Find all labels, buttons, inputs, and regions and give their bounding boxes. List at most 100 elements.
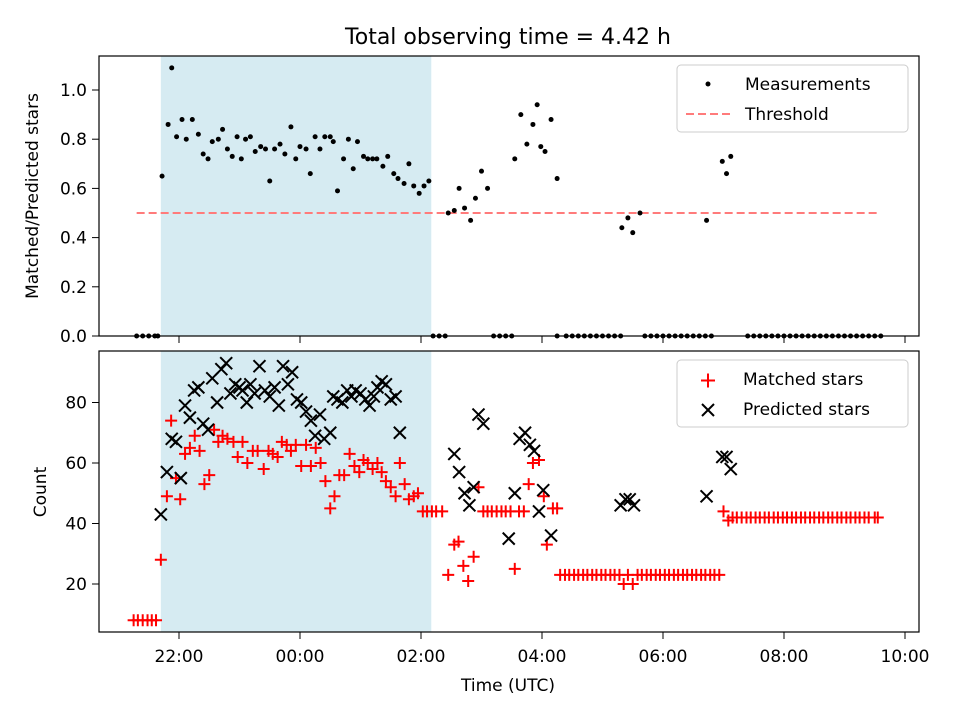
matched-star-point (398, 478, 411, 491)
measurement-point (391, 171, 397, 177)
predicted-star-point (527, 444, 541, 458)
measurement-point (724, 171, 730, 177)
measurement-point (524, 141, 530, 147)
measurement-point (335, 188, 341, 194)
measurement-point (728, 153, 734, 159)
matched-star-point (271, 450, 284, 463)
predicted-star-point (367, 389, 381, 404)
matched-star-point (442, 568, 455, 581)
predicted-star-point (724, 462, 738, 476)
measurement-point (625, 215, 631, 221)
matched-star-point (193, 444, 206, 457)
matched-star-point (188, 429, 201, 442)
predicted-star-point (344, 389, 359, 404)
predicted-star-point (362, 398, 377, 413)
measurement-point (472, 195, 478, 201)
measurement-point (159, 173, 165, 179)
measurement-point (385, 153, 391, 159)
ratio-y-axis-label: Matched/Predicted stars (23, 93, 43, 299)
matched-star-point (208, 423, 221, 436)
measurement-point (468, 217, 474, 223)
matched-stars-legend-marker (701, 373, 715, 388)
measurement-point (272, 146, 278, 152)
x-tick-label: 00:00 (276, 647, 325, 667)
count-y-tick-label: 80 (65, 394, 87, 414)
measurement-point (462, 205, 468, 211)
predicted-star-point (623, 492, 637, 507)
measurement-point (421, 183, 427, 189)
matched-star-point (203, 469, 216, 482)
measurement-point (229, 153, 235, 159)
matched-star-point (241, 457, 254, 469)
measurement-point (406, 161, 412, 167)
measurement-point (411, 183, 417, 189)
matched-star-point (457, 559, 470, 572)
matched-star-point (348, 460, 361, 473)
matched-star-point (508, 562, 521, 575)
matched-star-point (328, 490, 341, 503)
measurement-point (704, 217, 710, 223)
predicted-star-point (169, 435, 183, 449)
measurement-point (224, 146, 230, 152)
ratio-y-tick-label: 0.8 (60, 130, 87, 150)
matched-star-point (551, 502, 564, 515)
matched-star-point (517, 505, 530, 518)
matched-star-point (324, 502, 337, 515)
predicted-star-point (276, 359, 290, 373)
measurement-point (637, 210, 643, 216)
predicted-star-point (219, 356, 233, 370)
measurement-point (322, 134, 328, 140)
ratio-marks (134, 65, 884, 339)
predicted-star-point (294, 395, 308, 410)
count-y-tick-label: 60 (65, 454, 87, 474)
measurement-point (317, 146, 323, 152)
measurement-point (297, 144, 303, 150)
measurement-point (456, 185, 462, 191)
predicted-star-point (388, 389, 403, 404)
predicted-star-point (223, 386, 238, 401)
matched-star-point (154, 553, 167, 566)
predicted-star-point (715, 450, 729, 464)
matched-star-point (165, 414, 178, 427)
measurement-point (195, 131, 201, 137)
matched-star-point (626, 578, 639, 590)
predicted-star-point (452, 465, 466, 479)
matched-star-point (319, 475, 332, 488)
predicted-star-point (154, 507, 168, 522)
matched-star-point (462, 574, 475, 587)
measurement-point (267, 178, 273, 184)
measurement-point (530, 121, 536, 127)
measurement-point (374, 156, 380, 162)
predicted-star-point (719, 450, 734, 464)
predicted-star-point (323, 426, 337, 440)
predicted-star-point (699, 489, 714, 503)
measurement-point (345, 136, 351, 142)
count-y-tick-label: 40 (65, 515, 87, 535)
matched-star-point (389, 490, 402, 503)
measurement-point (416, 190, 422, 196)
measurement-point (548, 117, 554, 123)
matched-star-point (343, 447, 356, 460)
predicted-star-point (160, 465, 174, 479)
predicted-star-point (502, 531, 516, 546)
matched-star-point (309, 441, 322, 454)
x-tick-label: 04:00 (518, 647, 567, 667)
measurement-point (220, 126, 226, 132)
measurement-point (479, 168, 484, 174)
predicted-star-point (201, 423, 215, 437)
matched-star-point (353, 466, 366, 479)
measurement-point (174, 134, 180, 140)
predicted-star-point (447, 447, 461, 461)
measurement-point (370, 156, 376, 162)
count-marks (127, 356, 884, 627)
measurement-point (247, 134, 253, 140)
predicted-star-point (618, 492, 633, 507)
matched-star-point (717, 505, 730, 518)
measurement-point (542, 149, 548, 154)
x-axis-label: Time (UTC) (460, 676, 555, 696)
matched-star-point (179, 447, 192, 460)
ratio-y-axis: 0.0 0.2 0.4 0.6 0.8 1.0 (60, 81, 99, 347)
measurement-point (282, 151, 288, 157)
matched-star-point (198, 478, 211, 491)
measurement-point (341, 156, 347, 162)
